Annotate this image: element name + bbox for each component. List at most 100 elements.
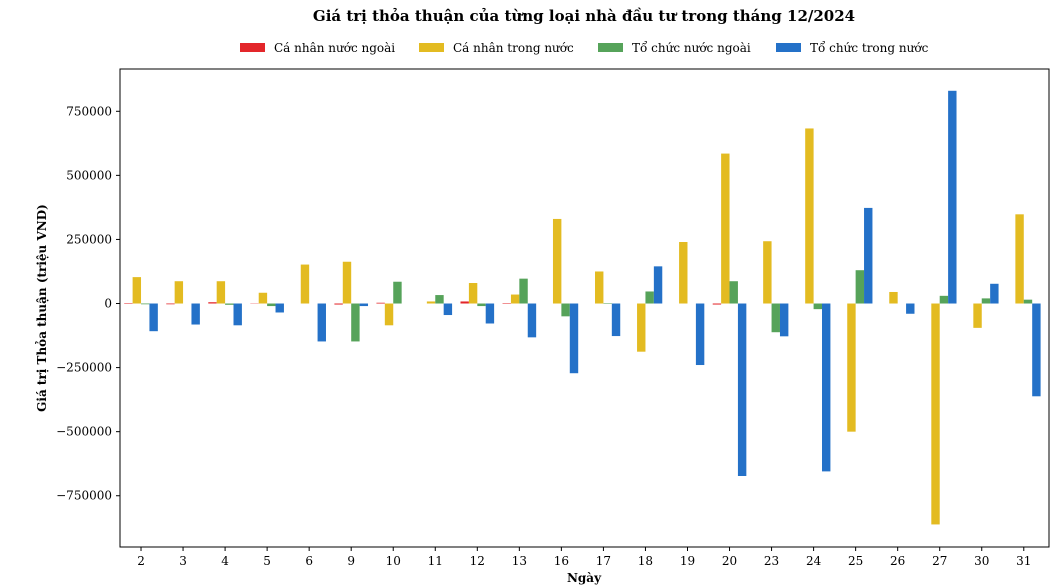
bar <box>132 277 142 304</box>
legend-label: Tổ chức trong nước <box>810 40 929 55</box>
x-tick-label: 31 <box>1016 554 1031 568</box>
bar <box>603 303 612 304</box>
bar <box>317 303 326 342</box>
bar <box>771 303 780 333</box>
y-tick-label: 750000 <box>66 104 112 118</box>
bar <box>393 281 402 304</box>
bar <box>595 271 604 304</box>
legend-swatch <box>419 43 444 52</box>
legend-label: Tổ chức nước ngoài <box>632 40 751 55</box>
x-tick-label: 12 <box>470 554 485 568</box>
bar <box>653 266 663 304</box>
bar <box>502 303 511 304</box>
bar <box>485 303 495 324</box>
bar <box>216 281 226 304</box>
chart-title: Giá trị thỏa thuận của từng loại nhà đầu… <box>313 7 855 25</box>
bar <box>864 207 873 304</box>
bar <box>351 303 360 342</box>
bar <box>166 303 175 305</box>
bar <box>737 303 747 476</box>
bar <box>191 303 200 325</box>
bar <box>426 301 436 304</box>
bar <box>939 295 949 304</box>
bar <box>460 301 469 304</box>
x-tick-label: 19 <box>680 554 695 568</box>
plot-frame <box>119 68 1050 548</box>
x-tick-label: 17 <box>596 554 611 568</box>
legend-label: Cá nhân nước ngoài <box>274 41 395 55</box>
bar <box>435 295 444 304</box>
legend: Cá nhân nước ngoài Cá nhân trong nước Tổ c… <box>240 40 929 55</box>
bar <box>384 303 394 326</box>
x-tick-label: 13 <box>512 554 527 568</box>
bar <box>334 303 343 305</box>
bar <box>124 303 133 304</box>
bar <box>225 303 234 305</box>
x-tick-label: 23 <box>764 554 779 568</box>
y-tick-label: −500000 <box>56 425 112 439</box>
bar <box>805 128 814 304</box>
y-axis-ticks: −750000 −500000 −250000 0 250000 500000 750000 <box>56 104 120 503</box>
y-axis-label: Giá trị Thỏa thuận (triệu VND) <box>34 204 49 412</box>
x-tick-label: 27 <box>932 554 947 568</box>
bar <box>477 303 486 307</box>
bar <box>141 303 150 305</box>
bar <box>990 283 999 304</box>
x-tick-label: 20 <box>722 554 737 568</box>
bar <box>948 90 957 304</box>
bar <box>889 291 898 304</box>
bar <box>527 303 537 338</box>
bar <box>611 303 621 337</box>
bar <box>763 241 772 304</box>
bar <box>931 303 940 525</box>
bar <box>376 302 385 304</box>
bar <box>1023 299 1033 304</box>
x-tick-label: 2 <box>137 554 145 568</box>
bar <box>275 303 284 313</box>
bar <box>569 303 579 374</box>
bar <box>561 303 570 317</box>
bar <box>721 153 730 304</box>
y-tick-label: −750000 <box>56 489 112 503</box>
bar <box>267 303 276 307</box>
x-tick-label: 5 <box>263 554 271 568</box>
bar <box>519 278 528 304</box>
x-tick-label: 3 <box>179 554 187 568</box>
bars <box>124 90 1041 525</box>
bar <box>233 303 242 326</box>
bar <box>813 303 823 310</box>
legend-swatch <box>598 43 623 52</box>
bar <box>906 303 915 314</box>
x-tick-label: 11 <box>428 554 443 568</box>
y-tick-label: 500000 <box>66 168 112 182</box>
x-tick-label: 10 <box>386 554 401 568</box>
bar <box>342 261 352 304</box>
bar <box>855 270 865 304</box>
x-tick-label: 18 <box>638 554 653 568</box>
legend-swatch <box>776 43 801 52</box>
bar <box>359 303 369 307</box>
y-tick-label: −250000 <box>56 361 112 375</box>
x-tick-label: 25 <box>848 554 863 568</box>
bar <box>258 292 268 304</box>
legend-swatch <box>240 43 265 52</box>
bar <box>973 303 982 328</box>
bar <box>300 264 310 304</box>
bar <box>729 281 738 304</box>
x-tick-label: 16 <box>554 554 569 568</box>
bar <box>510 294 520 304</box>
bar <box>174 281 184 304</box>
bar <box>679 242 688 304</box>
bar <box>779 303 789 337</box>
bar <box>645 291 654 304</box>
bar <box>637 303 646 352</box>
legend-label: Cá nhân trong nước <box>453 41 574 55</box>
bar <box>443 303 453 316</box>
bar <box>695 303 705 366</box>
bar <box>981 298 991 304</box>
bar <box>1032 303 1041 397</box>
bar <box>208 302 217 304</box>
bar <box>1015 214 1024 304</box>
x-axis-label: Ngày <box>567 571 602 585</box>
